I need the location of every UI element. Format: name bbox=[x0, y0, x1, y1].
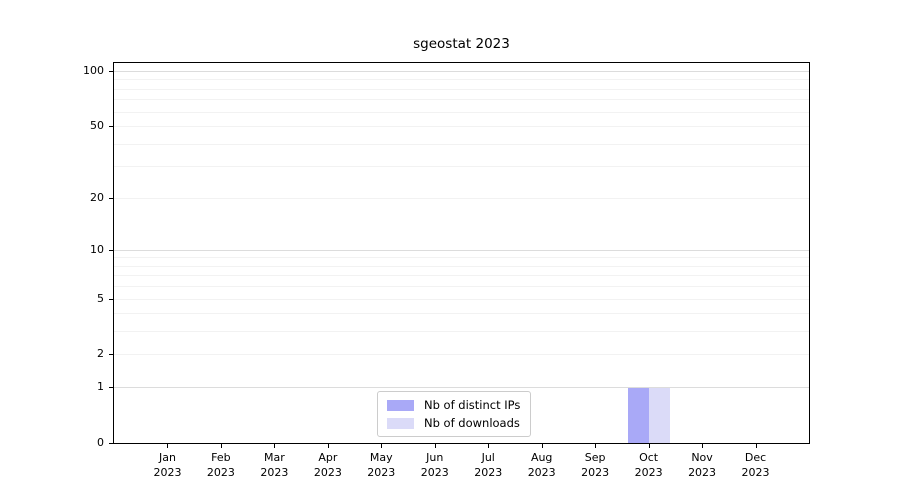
y-tick-label: 50 bbox=[90, 119, 104, 133]
gridline-minor bbox=[114, 88, 809, 90]
gridline-minor bbox=[114, 143, 809, 145]
y-tick-label: 1 bbox=[97, 380, 104, 394]
x-tick-label: Jun 2023 bbox=[420, 451, 449, 479]
x-tick-mark bbox=[488, 444, 490, 448]
x-tick-label: Dec 2023 bbox=[741, 451, 770, 479]
legend-entry-distinct-ips: Nb of distinct IPs bbox=[387, 398, 520, 412]
x-tick-label: Jan 2023 bbox=[153, 451, 182, 479]
y-tick-label: 100 bbox=[83, 64, 104, 77]
x-tick-label: Feb 2023 bbox=[206, 451, 235, 479]
gridline-minor bbox=[114, 166, 809, 168]
y-tick-mark bbox=[109, 71, 113, 72]
x-tick-mark bbox=[167, 444, 169, 448]
x-tick-label: Mar 2023 bbox=[260, 451, 289, 479]
y-tick-label: 0 bbox=[97, 436, 104, 449]
x-tick-mark bbox=[434, 444, 436, 448]
gridline-minor bbox=[114, 197, 809, 199]
gridline-minor bbox=[114, 111, 809, 113]
gridline-minor bbox=[114, 354, 809, 356]
x-tick-label: Aug 2023 bbox=[527, 451, 556, 479]
gridline-major bbox=[114, 387, 809, 389]
gridline-minor bbox=[114, 265, 809, 267]
y-tick-mark bbox=[109, 354, 113, 356]
x-tick-mark bbox=[755, 444, 757, 448]
legend-label-distinct-ips: Nb of distinct IPs bbox=[424, 398, 521, 412]
x-tick-mark bbox=[327, 444, 329, 448]
x-tick-mark bbox=[595, 444, 597, 448]
y-tick-label: 20 bbox=[90, 190, 104, 204]
gridline-major bbox=[114, 249, 809, 251]
x-tick-label: Oct 2023 bbox=[634, 451, 663, 479]
gridline-major bbox=[114, 71, 809, 72]
chart-legend: Nb of distinct IPs Nb of downloads bbox=[377, 391, 532, 437]
y-tick-label: 5 bbox=[97, 291, 104, 305]
gridline-minor bbox=[114, 298, 809, 300]
gridline-minor bbox=[114, 99, 809, 101]
x-tick-label: Apr 2023 bbox=[313, 451, 342, 479]
legend-swatch-distinct-ips bbox=[387, 399, 414, 411]
chart-title: sgeostat 2023 bbox=[413, 36, 510, 52]
x-tick-label: Jul 2023 bbox=[474, 451, 503, 479]
y-tick-mark bbox=[109, 298, 113, 300]
gridline-minor bbox=[114, 79, 809, 81]
x-tick-mark bbox=[381, 444, 383, 448]
y-tick-mark bbox=[109, 197, 113, 199]
x-tick-label: Sep 2023 bbox=[581, 451, 610, 479]
gridline-minor bbox=[114, 257, 809, 259]
x-tick-mark bbox=[541, 444, 543, 448]
legend-label-downloads: Nb of downloads bbox=[424, 416, 520, 430]
x-tick-label: Nov 2023 bbox=[688, 451, 717, 479]
x-tick-mark bbox=[274, 444, 276, 448]
y-tick-mark bbox=[109, 249, 113, 251]
x-tick-mark bbox=[648, 444, 650, 448]
y-tick-label: 10 bbox=[90, 242, 104, 256]
y-tick-label: 2 bbox=[97, 347, 104, 361]
x-tick-label: May 2023 bbox=[367, 451, 396, 479]
bar-distinct-ips bbox=[627, 387, 649, 443]
legend-swatch-downloads bbox=[387, 417, 414, 429]
y-tick-mark bbox=[109, 387, 113, 389]
gridline-minor bbox=[114, 313, 809, 315]
gridline-minor bbox=[114, 126, 809, 128]
legend-entry-downloads: Nb of downloads bbox=[387, 416, 520, 430]
plot-area: Nb of distinct IPs Nb of downloads bbox=[113, 62, 810, 444]
x-tick-mark bbox=[220, 444, 222, 448]
y-tick-mark bbox=[109, 126, 113, 128]
y-tick-mark bbox=[109, 443, 113, 444]
gridline-minor bbox=[114, 275, 809, 277]
gridline-minor bbox=[114, 331, 809, 333]
gridline-minor bbox=[114, 286, 809, 288]
bar-downloads bbox=[648, 387, 670, 443]
x-tick-mark bbox=[702, 444, 704, 448]
